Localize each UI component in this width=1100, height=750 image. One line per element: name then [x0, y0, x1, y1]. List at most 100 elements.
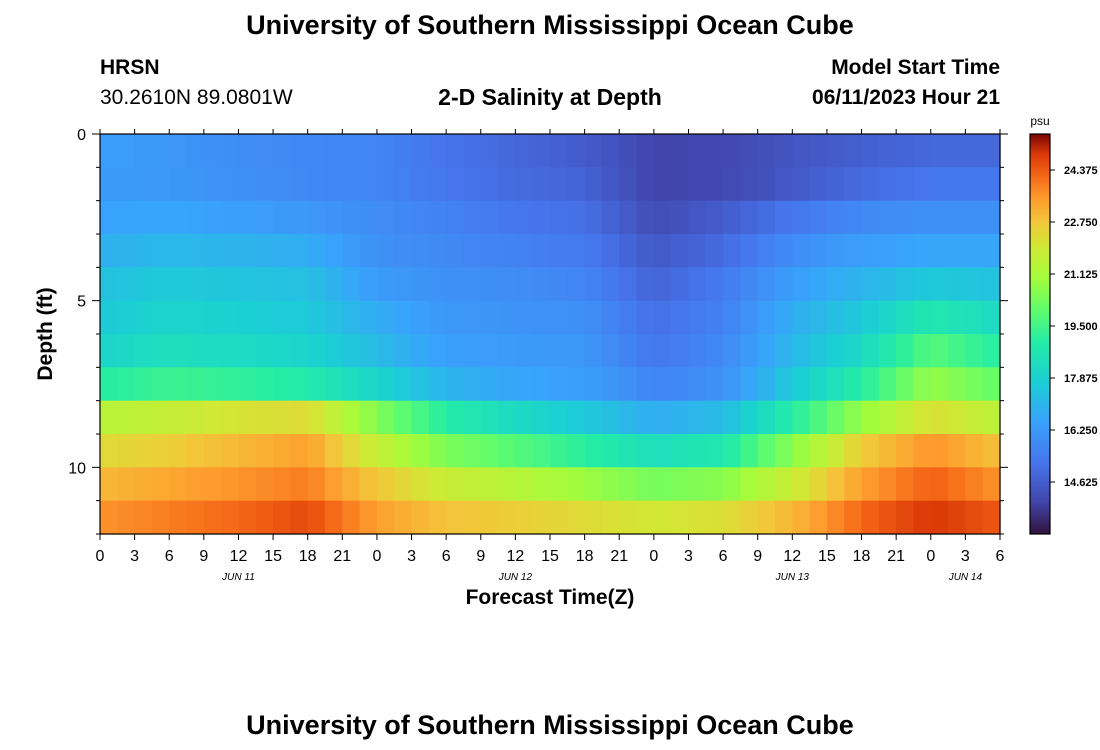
heatmap-cell — [775, 334, 793, 368]
heatmap-cell — [671, 467, 690, 502]
heatmap-cell — [688, 167, 707, 202]
heatmap-cell — [653, 200, 672, 235]
heatmap-cell — [134, 234, 153, 268]
heatmap-cell — [255, 300, 274, 335]
heatmap-cell — [740, 134, 759, 168]
heatmap-cell — [653, 267, 672, 302]
heatmap-cell — [896, 500, 915, 535]
heatmap-cell — [342, 467, 361, 502]
heatmap-cell — [584, 367, 603, 402]
heatmap-cell — [515, 200, 534, 235]
heatmap-cell — [411, 400, 430, 435]
heatmap-cell — [982, 367, 1001, 402]
heatmap-cell — [913, 234, 932, 268]
heatmap-cell — [809, 234, 828, 268]
heatmap-cell — [221, 234, 240, 268]
heatmap-cell — [480, 434, 499, 468]
heatmap-cell — [463, 234, 482, 268]
heatmap-cell — [844, 434, 863, 468]
heatmap-cell — [982, 167, 1001, 202]
heatmap-cell — [359, 300, 378, 335]
heatmap-cell — [100, 434, 118, 468]
heatmap-cell — [982, 500, 1001, 535]
heatmap-cell — [134, 300, 153, 335]
heatmap-cell — [619, 400, 638, 435]
x-tick-label: 0 — [649, 548, 658, 565]
heatmap-cell — [515, 400, 534, 435]
heatmap-cell — [653, 434, 672, 468]
heatmap-cell — [273, 467, 291, 502]
heatmap-cell — [325, 267, 343, 302]
heatmap-cell — [636, 367, 655, 402]
heatmap-cell — [151, 200, 170, 235]
heatmap-cell — [636, 400, 655, 435]
heatmap-cell — [775, 434, 793, 468]
heatmap-cell — [359, 400, 378, 435]
colorbar-tick-label: 21.125 — [1064, 269, 1098, 281]
heatmap-cell — [411, 334, 430, 368]
heatmap-cell — [861, 500, 880, 535]
heatmap-cell — [428, 134, 447, 168]
heatmap-cell — [463, 400, 482, 435]
heatmap-cell — [948, 500, 966, 535]
heatmap-cell — [878, 400, 897, 435]
heatmap-cell — [100, 334, 118, 368]
colorbar-unit: psu — [1030, 114, 1049, 128]
heatmap-cell — [878, 334, 897, 368]
heatmap-cell — [878, 467, 897, 502]
heatmap-cell — [359, 367, 378, 402]
x-tick-label: 6 — [442, 548, 451, 565]
x-tick-label: 0 — [372, 548, 381, 565]
y-axis-label: Depth (ft) — [34, 287, 57, 380]
y-tick-label: 5 — [77, 294, 86, 311]
chart-title: 2-D Salinity at Depth — [438, 84, 662, 110]
heatmap-cell — [446, 434, 465, 468]
heatmap-cell — [601, 400, 620, 435]
station-id: HRSN — [100, 56, 160, 79]
heatmap-cell — [376, 300, 395, 335]
heatmap-cell — [982, 400, 1001, 435]
heatmap-cell — [221, 267, 240, 302]
heatmap-cell — [948, 167, 966, 202]
heatmap-cell — [671, 334, 690, 368]
x-tick-label: 12 — [230, 548, 248, 565]
heatmap-cell — [480, 134, 499, 168]
heatmap-cell — [480, 167, 499, 202]
heatmap-cell — [861, 434, 880, 468]
heatmap-cell — [325, 200, 343, 235]
heatmap-cell — [480, 500, 499, 535]
heatmap-cell — [775, 134, 793, 168]
heatmap-cell — [238, 400, 257, 435]
heatmap-cell — [930, 500, 949, 535]
heatmap-cell — [792, 434, 811, 468]
heatmap-cell — [636, 234, 655, 268]
heatmap-cell — [878, 134, 897, 168]
heatmap-cell — [134, 267, 153, 302]
heatmap-cell — [913, 500, 932, 535]
heatmap-cell — [203, 500, 222, 535]
heatmap-cell — [878, 234, 897, 268]
heatmap-cell — [515, 134, 534, 168]
heatmap-cell — [948, 200, 966, 235]
heatmap-cell — [446, 367, 465, 402]
heatmap-cell — [965, 367, 984, 402]
heatmap-cell — [134, 167, 153, 202]
heatmap-cell — [584, 500, 603, 535]
heatmap-cell — [394, 200, 413, 235]
heatmap-cell — [809, 434, 828, 468]
heatmap-cell — [844, 267, 863, 302]
heatmap-cell — [861, 467, 880, 502]
heatmap-cell — [861, 334, 880, 368]
heatmap-cell — [809, 300, 828, 335]
heatmap-cell — [117, 400, 136, 435]
heatmap-cell — [376, 234, 395, 268]
heatmap-cell — [809, 200, 828, 235]
heatmap-cell — [463, 134, 482, 168]
x-tick-label: 18 — [576, 548, 594, 565]
heatmap-cell — [446, 467, 465, 502]
heatmap-cell — [619, 167, 638, 202]
heatmap-cell — [428, 434, 447, 468]
heatmap-cell — [273, 234, 291, 268]
heatmap-cell — [428, 167, 447, 202]
heatmap-cell — [653, 234, 672, 268]
